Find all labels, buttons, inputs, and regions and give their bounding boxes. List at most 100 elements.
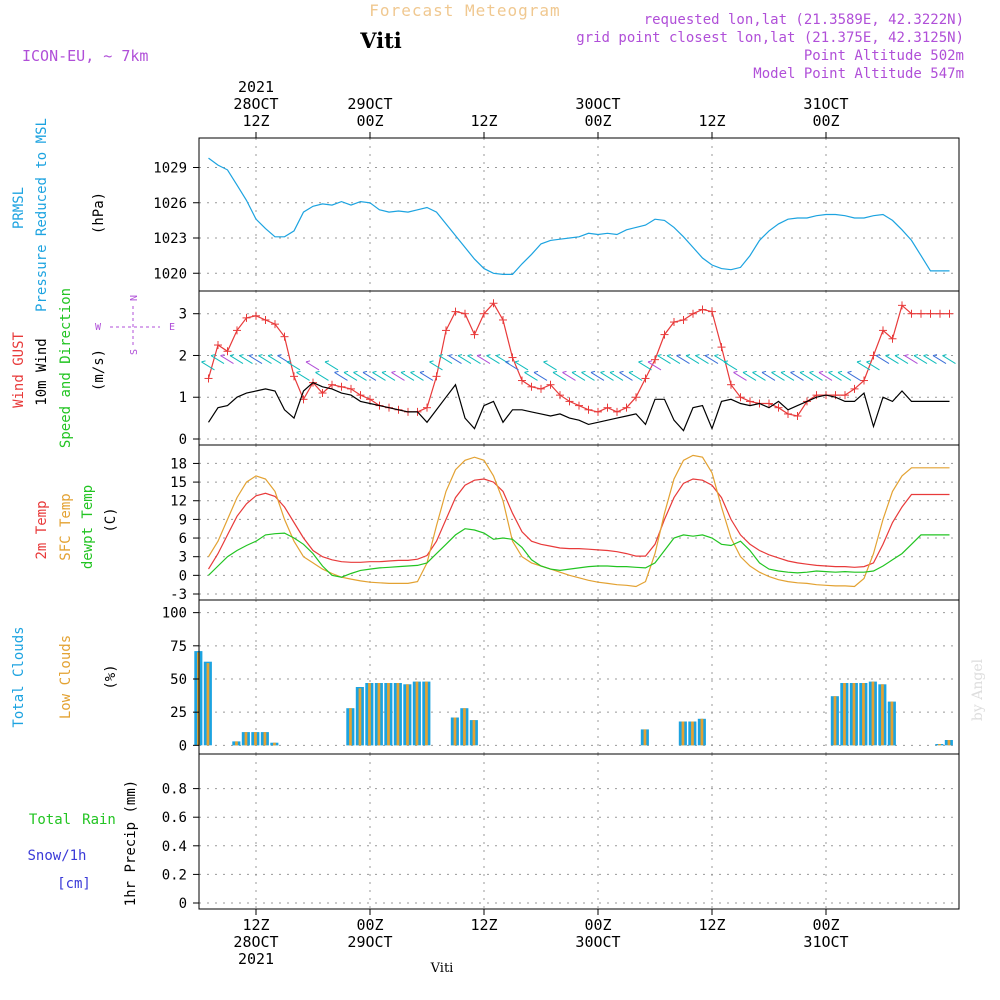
wind-direction-arrow [913,355,928,365]
top-time-label: 28OCT [233,95,278,113]
low-cloud-bar [387,683,390,746]
grid-layer [199,138,959,909]
model-label: ICON-EU, ~ 7km [22,47,148,65]
wind-direction-arrow [856,361,871,371]
wind-direction-arrowhead [600,370,605,373]
wind-direction-arrowhead [609,370,615,373]
wind-direction-arrow [590,371,605,381]
wind-direction-arrow [866,361,880,371]
ytick-label-clouds: 75 [170,639,187,655]
wind-direction-arrowhead [438,354,444,357]
top-time-label: 12Z [242,112,269,130]
panel-frame-pressure [198,137,960,292]
wind-direction-arrow [790,371,804,381]
low-cloud-bar [890,701,894,746]
meteogram-title: Forecast Meteogram [369,1,560,20]
bottom-time-label: 12Z [470,916,497,934]
location-title: Viti [359,28,402,53]
wind-direction-arrowhead [419,370,425,373]
wind-direction-arrowhead [315,370,320,373]
top-time-label: 00Z [812,112,839,130]
wind-direction-arrow [315,371,329,381]
wind-direction-arrowhead [752,370,757,373]
wind-direction-arrow [932,355,947,365]
pressure-label-unit: (hPa) [91,192,107,234]
ytick-label-clouds: 0 [179,738,187,754]
wind-direction-arrowhead [780,370,786,373]
ytick-label-clouds: 100 [162,606,187,622]
wind-direction-arrow [771,371,785,381]
ytick-label-precip: 0.8 [162,782,187,798]
wind-direction-arrow [324,361,339,371]
wind-direction-arrow [581,371,595,381]
wind-direction-arrowhead [476,354,482,357]
ytick-label-temperature: 0 [179,568,187,584]
wind-direction-arrowhead [581,370,586,373]
ytick-label-temperature: -3 [170,587,187,603]
wind-direction-arrowhead [524,370,529,373]
wind-direction-arrow [923,355,937,365]
wind-direction-arrowhead [695,354,700,357]
wind-direction-arrowhead [771,370,776,373]
wind-direction-arrowhead [248,354,254,357]
wind-direction-arrowhead [267,354,273,357]
ytick-label-wind: 0 [179,432,187,448]
compass-w: W [95,322,102,333]
wind-direction-arrowhead [942,354,947,357]
wind-direction-arrowhead [619,370,624,373]
wind-direction-arrowhead [372,370,377,373]
ytick-label-pressure: 1023 [153,231,187,247]
low-cloud-bar [871,681,875,746]
wind-label-10m: 10m Wind [34,338,50,405]
wind-direction-arrowhead [239,354,244,357]
wind-direction-arrowhead [467,354,472,357]
bottom-time-label: 29OCT [347,933,392,951]
wind-direction-arrowhead [714,354,719,357]
wind-direction-arrow [676,355,690,365]
precip-label-unit: 1hr Precip (mm) [123,780,139,906]
wind-direction-arrowhead [353,370,358,373]
wind-direction-arrow [647,361,662,371]
clouds-label-unit: (%) [103,664,119,689]
bottom-time-label: 00Z [356,916,383,934]
low-cloud-bar [881,684,884,746]
wind-direction-arrowhead [505,360,510,363]
wind-direction-arrow [761,371,776,381]
wind-direction-arrowhead [429,360,434,363]
wind-direction-arrow [334,371,348,381]
compass-rose: N S W E [95,295,175,355]
compass-e: E [169,322,175,333]
wind-direction-arrowhead [400,370,406,373]
ytick-label-wind: 1 [179,390,187,406]
wind-direction-arrowhead [761,370,767,373]
wind-direction-arrowhead [676,354,681,357]
wind-direction-arrow [657,355,671,365]
wind-direction-arrow [239,355,253,365]
wind-direction-arrowhead [486,354,491,357]
low-cloud-bar [263,732,267,746]
temp-label-unit: (C) [103,507,119,532]
series-line-dewpt-temp [208,528,950,578]
low-cloud-bar [681,721,685,746]
panel-frame-precip [198,753,960,910]
wind-direction-arrowhead [277,354,282,357]
panel-frames [198,137,960,910]
wind-direction-arrowhead [799,370,805,373]
wind-direction-arrowhead [875,354,881,357]
line-layer [204,157,954,588]
low-cloud-bar [843,683,846,746]
compass-s: S [129,349,140,355]
wind-direction-arrow [685,355,700,365]
wind-direction-arrow [353,371,367,381]
low-cloud-bar [833,696,837,746]
ytick-label-temperature: 9 [179,512,187,528]
low-cloud-bar [358,688,362,746]
wind-direction-arrow [467,355,481,365]
low-cloud-bar [453,717,457,746]
ytick-label-pressure: 1029 [153,161,187,177]
point-altitude: Point Altitude 502m [804,48,964,64]
bottom-time-label: 12Z [242,916,269,934]
low-cloud-bar [852,683,856,746]
wind-direction-arrow [476,355,491,365]
wind-direction-arrowhead [220,354,225,357]
